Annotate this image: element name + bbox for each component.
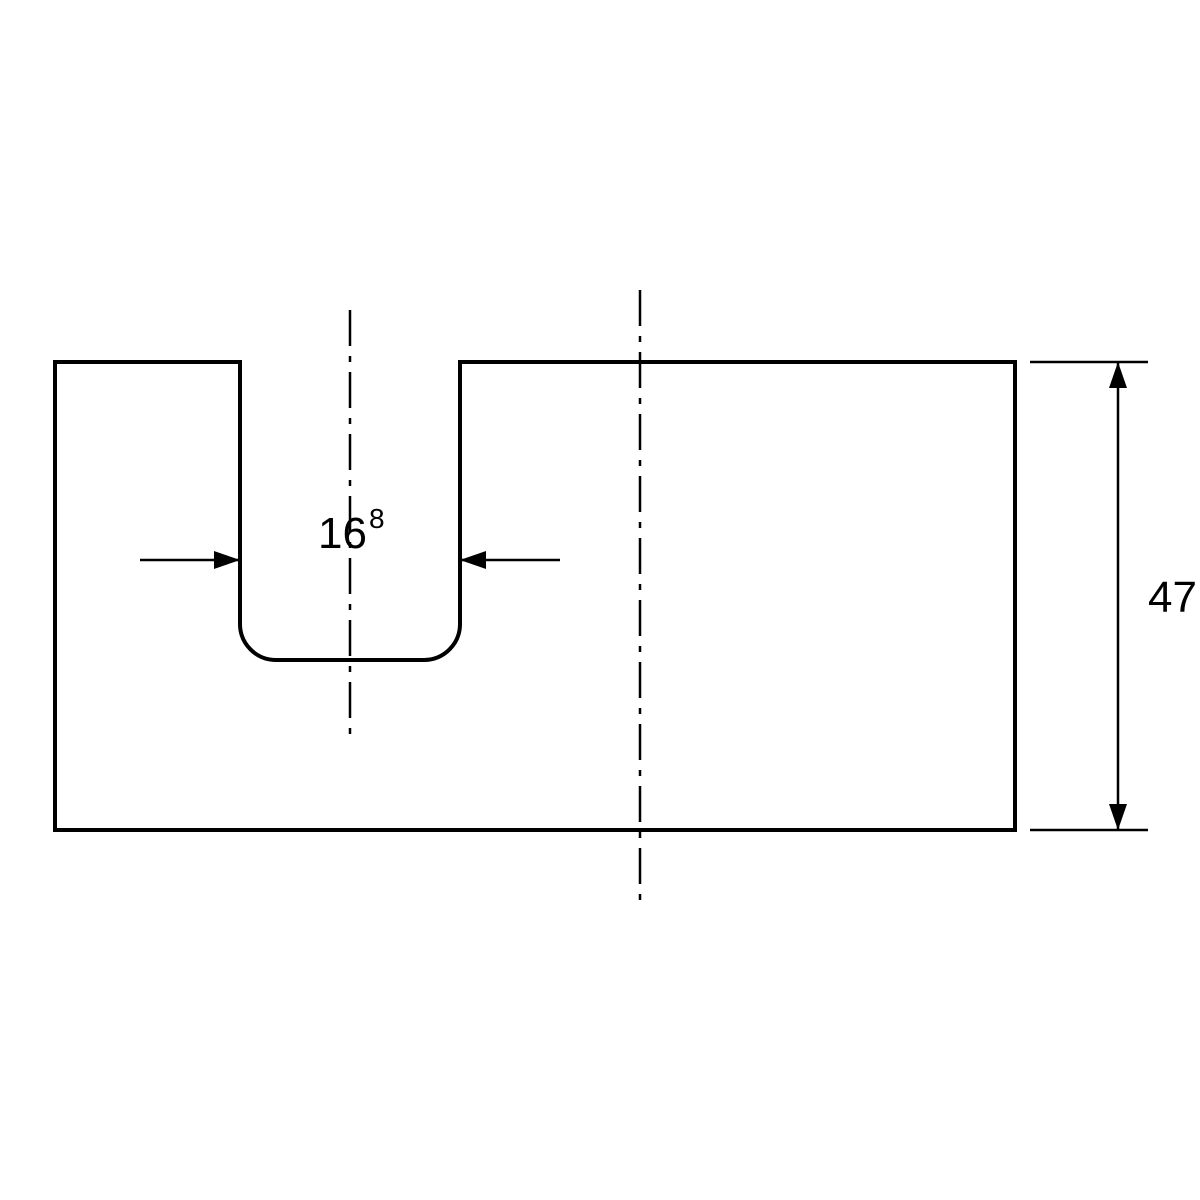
arrowhead-icon [214,551,240,569]
dim-slot-width-label: 168 [318,503,385,558]
part-outline [55,362,1015,830]
arrowhead-icon [460,551,486,569]
dim-slot-width-value: 16 [318,509,367,558]
dim-height-label: 47 [1148,573,1197,622]
dim-slot-width-sup: 8 [369,503,385,534]
arrowhead-icon [1109,362,1127,388]
arrowhead-icon [1109,804,1127,830]
